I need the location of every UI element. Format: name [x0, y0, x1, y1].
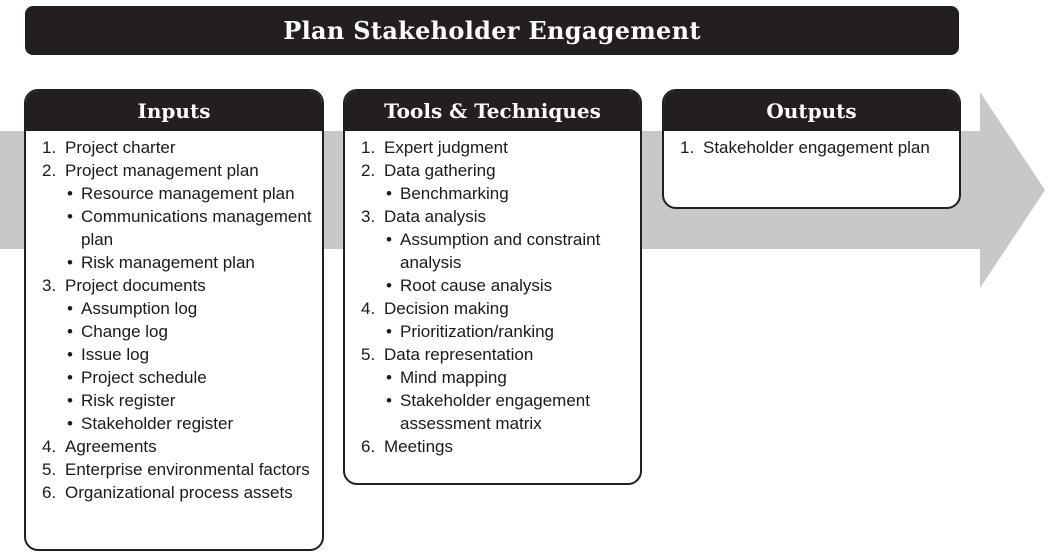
bullet-icon: •: [67, 414, 73, 433]
item-text: Expert judgment: [384, 138, 508, 157]
item-number: 1.: [361, 138, 376, 157]
sub-item-text: Resource management plan: [81, 184, 295, 203]
item-number: 3.: [42, 276, 57, 295]
list-item: 3. Project documents: [42, 274, 312, 297]
bullet-icon: •: [386, 368, 392, 387]
sub-item-text: Stakeholder engagement assessment matrix: [400, 391, 590, 433]
list-item: 2. Data gathering: [361, 159, 630, 182]
sub-item-text: Assumption and constraint analysis: [400, 230, 601, 272]
bullet-icon: •: [67, 299, 73, 318]
list-item: 3. Data analysis: [361, 205, 630, 228]
item-text: Stakeholder engagement plan: [703, 138, 930, 157]
item-number: 6.: [361, 437, 376, 456]
sub-item: • Change log: [42, 320, 312, 343]
tools-header: Tools & Techniques: [345, 91, 640, 131]
item-number: 5.: [42, 460, 57, 479]
tools-box: Tools & Techniques 1. Expert judgment 2. Da…: [343, 89, 642, 485]
item-text: Meetings: [384, 437, 453, 456]
bullet-icon: •: [67, 207, 73, 226]
bullet-icon: •: [386, 184, 392, 203]
bullet-icon: •: [67, 184, 73, 203]
item-number: 2.: [42, 161, 57, 180]
sub-item-text: Communications management plan: [81, 207, 312, 249]
sub-item: • Stakeholder engagement assessment matri…: [361, 389, 630, 435]
sub-item: • Stakeholder register: [42, 412, 312, 435]
list-item: 4. Agreements: [42, 435, 312, 458]
list-item: 1. Project charter: [42, 136, 312, 159]
bullet-icon: •: [67, 322, 73, 341]
outputs-heading: Outputs: [766, 99, 857, 123]
item-text: Data representation: [384, 345, 534, 364]
sub-item: • Resource management plan: [42, 182, 312, 205]
sub-item-text: Assumption log: [81, 299, 198, 318]
sub-item: • Risk register: [42, 389, 312, 412]
page-title: Plan Stakeholder Engagement: [283, 16, 701, 45]
item-text: Enterprise environmental factors: [65, 460, 310, 479]
sub-item: • Communications management plan: [42, 205, 312, 251]
inputs-header: Inputs: [26, 91, 322, 131]
outputs-list: 1. Stakeholder engagement plan: [664, 131, 959, 159]
list-item: 6. Organizational process assets: [42, 481, 312, 504]
sub-item-text: Issue log: [81, 345, 150, 364]
list-item: 6. Meetings: [361, 435, 630, 458]
bullet-icon: •: [67, 345, 73, 364]
item-text: Agreements: [65, 437, 157, 456]
item-number: 1.: [42, 138, 57, 157]
tools-list: 1. Expert judgment 2. Data gathering • Benchm…: [345, 131, 640, 458]
bullet-icon: •: [386, 322, 392, 341]
sub-item: • Project schedule: [42, 366, 312, 389]
sub-item-text: Mind mapping: [400, 368, 507, 387]
item-text: Decision making: [384, 299, 509, 318]
list-item: 1. Expert judgment: [361, 136, 630, 159]
inputs-heading: Inputs: [137, 99, 211, 123]
item-number: 4.: [361, 299, 376, 318]
sub-item: • Issue log: [42, 343, 312, 366]
bullet-icon: •: [67, 368, 73, 387]
sub-item-text: Benchmarking: [400, 184, 509, 203]
inputs-box: Inputs 1. Project charter 2. Project manage…: [24, 89, 324, 551]
sub-item: • Assumption log: [42, 297, 312, 320]
bullet-icon: •: [386, 391, 392, 410]
item-text: Project charter: [65, 138, 176, 157]
list-item: 4. Decision making: [361, 297, 630, 320]
list-item: 5. Data representation: [361, 343, 630, 366]
sub-item-text: Risk register: [81, 391, 176, 410]
item-text: Data analysis: [384, 207, 487, 226]
item-number: 2.: [361, 161, 376, 180]
item-text: Organizational process assets: [65, 483, 293, 502]
inputs-list: 1. Project charter 2. Project management pl…: [26, 131, 322, 504]
title-bar: Plan Stakeholder Engagement: [25, 6, 959, 55]
item-number: 6.: [42, 483, 57, 502]
bullet-icon: •: [386, 230, 392, 249]
item-number: 5.: [361, 345, 376, 364]
item-number: 3.: [361, 207, 376, 226]
item-text: Project management plan: [65, 161, 259, 180]
list-item: 2. Project management plan: [42, 159, 312, 182]
sub-item-text: Change log: [81, 322, 168, 341]
sub-item-text: Risk management plan: [81, 253, 255, 272]
sub-item: • Assumption and constraint analysis: [361, 228, 630, 274]
outputs-box: Outputs 1. Stakeholder engagement plan: [662, 89, 961, 209]
sub-item: • Root cause analysis: [361, 274, 630, 297]
tools-heading: Tools & Techniques: [384, 99, 601, 123]
list-item: 1. Stakeholder engagement plan: [680, 136, 949, 159]
sub-item: • Mind mapping: [361, 366, 630, 389]
sub-item-text: Root cause analysis: [400, 276, 553, 295]
item-text: Data gathering: [384, 161, 496, 180]
sub-item: • Risk management plan: [42, 251, 312, 274]
bullet-icon: •: [67, 253, 73, 272]
item-text: Project documents: [65, 276, 206, 295]
sub-item: • Prioritization/ranking: [361, 320, 630, 343]
item-number: 1.: [680, 138, 695, 157]
bullet-icon: •: [67, 391, 73, 410]
sub-item-text: Stakeholder register: [81, 414, 234, 433]
sub-item-text: Prioritization/ranking: [400, 322, 555, 341]
outputs-header: Outputs: [664, 91, 959, 131]
sub-item-text: Project schedule: [81, 368, 207, 387]
list-item: 5. Enterprise environmental factors: [42, 458, 312, 481]
item-number: 4.: [42, 437, 57, 456]
bullet-icon: •: [386, 276, 392, 295]
sub-item: • Benchmarking: [361, 182, 630, 205]
